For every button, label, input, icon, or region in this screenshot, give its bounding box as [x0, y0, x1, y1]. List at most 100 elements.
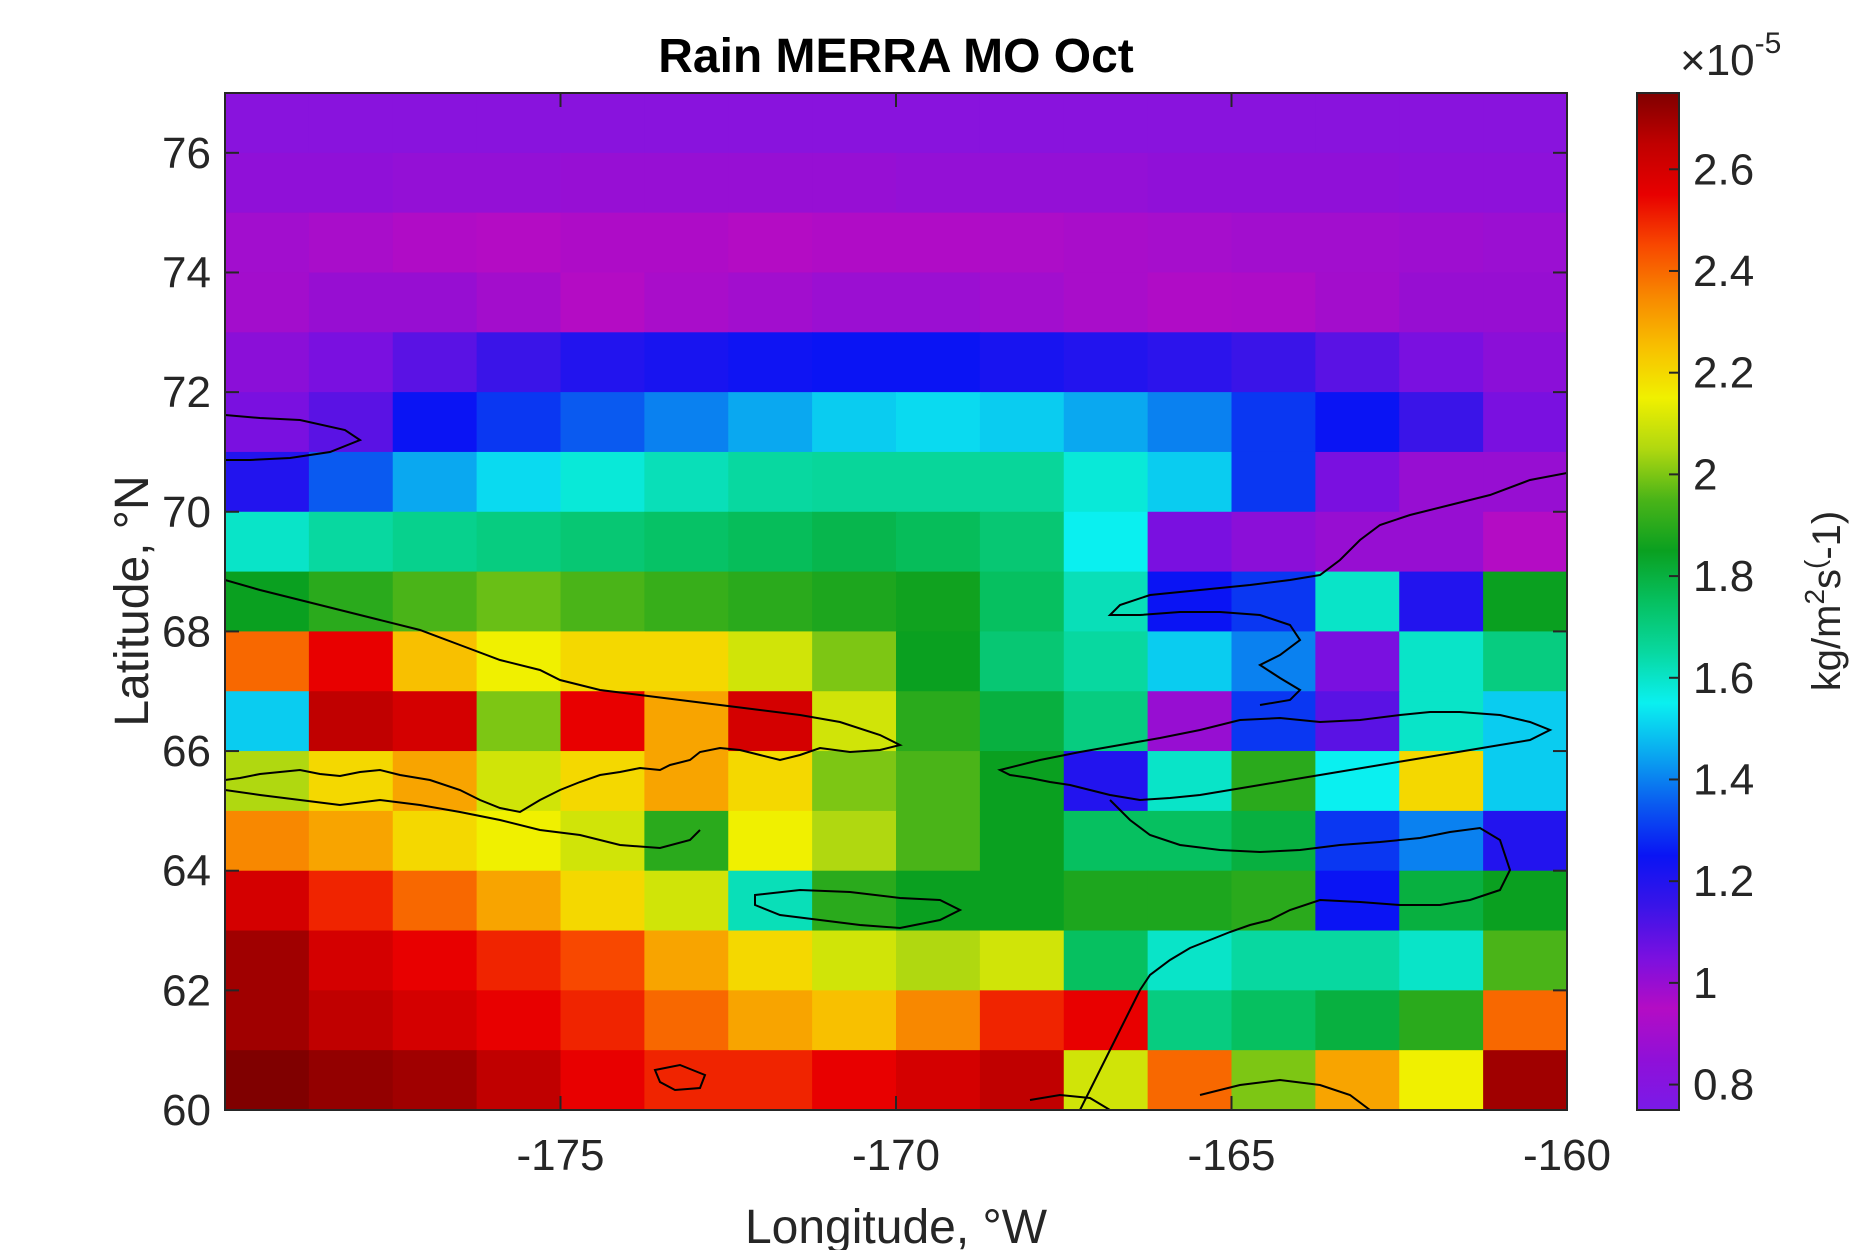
heatmap-cell [979, 451, 1065, 513]
colorbar-tick-label: 2 [1693, 450, 1717, 499]
heatmap-cell [1063, 870, 1149, 932]
heatmap-cell [560, 870, 645, 932]
heatmap-cell [1147, 212, 1233, 274]
y-axis: 60 62 64 66 68 70 72 74 76 [162, 129, 1567, 1135]
heatmap-cell [812, 332, 897, 393]
heatmap-cell [812, 212, 897, 274]
coastline-chukotka-main [225, 579, 903, 814]
heatmap-cell [812, 571, 897, 633]
heatmap-cell [392, 152, 478, 214]
colorbar-gradient [1636, 92, 1680, 1111]
heatmap-cell [896, 810, 981, 872]
heatmap-cell [1063, 751, 1149, 812]
heatmap-cell [644, 272, 729, 333]
heatmap-cell [1399, 93, 1484, 154]
heatmap-cell [392, 451, 478, 513]
heatmap-cell [476, 392, 562, 453]
heatmap-cell [1315, 631, 1400, 692]
heatmap-cell [1399, 870, 1484, 932]
heatmap-cell [225, 511, 310, 573]
heatmap-cell [644, 1050, 729, 1110]
heatmap-cell [812, 631, 897, 692]
heatmap-cell [225, 332, 310, 393]
heatmap-cell [560, 631, 645, 692]
heatmap-cell [1063, 631, 1149, 692]
heatmap-cell [476, 511, 562, 573]
heatmap-cell [308, 1050, 394, 1110]
heatmap-cell [1399, 751, 1484, 812]
heatmap-cell [1231, 451, 1316, 513]
heatmap-cell [308, 152, 394, 214]
heatmap-cell [560, 212, 645, 274]
heatmap-cell [896, 930, 981, 991]
heatmap-cell [225, 272, 310, 333]
heatmap-cell [1147, 691, 1233, 752]
y-tick-label: 64 [162, 847, 211, 896]
heatmap-cell [1147, 930, 1233, 991]
heatmap-cell [1399, 212, 1484, 274]
heatmap-cell [896, 870, 981, 932]
heatmap-cell [979, 332, 1065, 393]
heatmap-cell [308, 212, 394, 274]
x-axis-label: Longitude, °W [745, 1201, 1048, 1250]
heatmap-cell [308, 332, 394, 393]
heatmap-cell [728, 93, 813, 154]
heatmap-cell [1315, 272, 1400, 333]
heatmap-cell [896, 990, 981, 1051]
heatmap-cell [979, 511, 1065, 573]
heatmap-cell [644, 392, 729, 453]
heatmap-cell [560, 152, 645, 214]
heatmap-cell [308, 691, 394, 752]
heatmap-cell [979, 571, 1065, 633]
heatmap-cell [476, 751, 562, 812]
x-tick-label: -170 [852, 1131, 940, 1180]
coastline-alaska-north [1107, 472, 1567, 706]
heatmap-cell [560, 1050, 645, 1110]
heatmap-cell [1399, 332, 1484, 393]
heatmap-cell [1231, 870, 1316, 932]
heatmap-cell [1399, 272, 1484, 333]
heatmap-cell [392, 511, 478, 573]
heatmap-cell [1231, 272, 1316, 333]
coastline-south-islet [1029, 1093, 1111, 1110]
heatmap-cell [476, 93, 562, 154]
heatmap-cell [560, 990, 645, 1051]
heatmap-cell [728, 810, 813, 872]
heatmap-cell [560, 272, 645, 333]
heatmap-cell [979, 631, 1065, 692]
coastline-alaska-seward [997, 711, 1553, 802]
heatmap-cell [392, 870, 478, 932]
heatmap-cell [1315, 571, 1400, 633]
heatmap-cell [225, 810, 310, 872]
heatmap-cell [225, 212, 310, 274]
y-tick-label: 74 [162, 248, 211, 297]
heatmap-cell [644, 451, 729, 513]
colorbar-tick-label: 0.8 [1693, 1061, 1754, 1110]
heatmap-cell [1147, 93, 1233, 154]
heatmap-cell [896, 631, 981, 692]
heatmap-cell [308, 870, 394, 932]
heatmap-cell [1399, 810, 1484, 872]
heatmap-cell [1147, 990, 1233, 1051]
heatmap-cell [728, 511, 813, 573]
colorbar-ticks: 0.8 1 1.2 1.4 1.6 1.8 2 2.2 2.4 2.6 [1669, 145, 1754, 1110]
heatmap-cell [1483, 392, 1567, 453]
y-tick-label: 72 [162, 368, 211, 417]
heatmap-cell [225, 392, 310, 453]
y-tick-label: 62 [162, 966, 211, 1015]
heatmap-cell [225, 990, 310, 1051]
heatmap-cell [225, 152, 310, 214]
heatmap-cell [896, 571, 981, 633]
heatmap-cell [1399, 571, 1484, 633]
heatmap-cell [1063, 272, 1149, 333]
heatmap-cell [1147, 1050, 1233, 1110]
heatmap-cell [644, 212, 729, 274]
heatmap-cell [1483, 990, 1567, 1051]
colorbar-multiplier-base: ×10 [1680, 36, 1755, 85]
heatmap-cell [225, 571, 310, 633]
heatmap-cell [1483, 1050, 1567, 1110]
colorbar-label-sup1: 2 [1799, 589, 1830, 605]
heatmap-cell [728, 930, 813, 991]
heatmap-cell [560, 451, 645, 513]
heatmap-cell [728, 1050, 813, 1110]
